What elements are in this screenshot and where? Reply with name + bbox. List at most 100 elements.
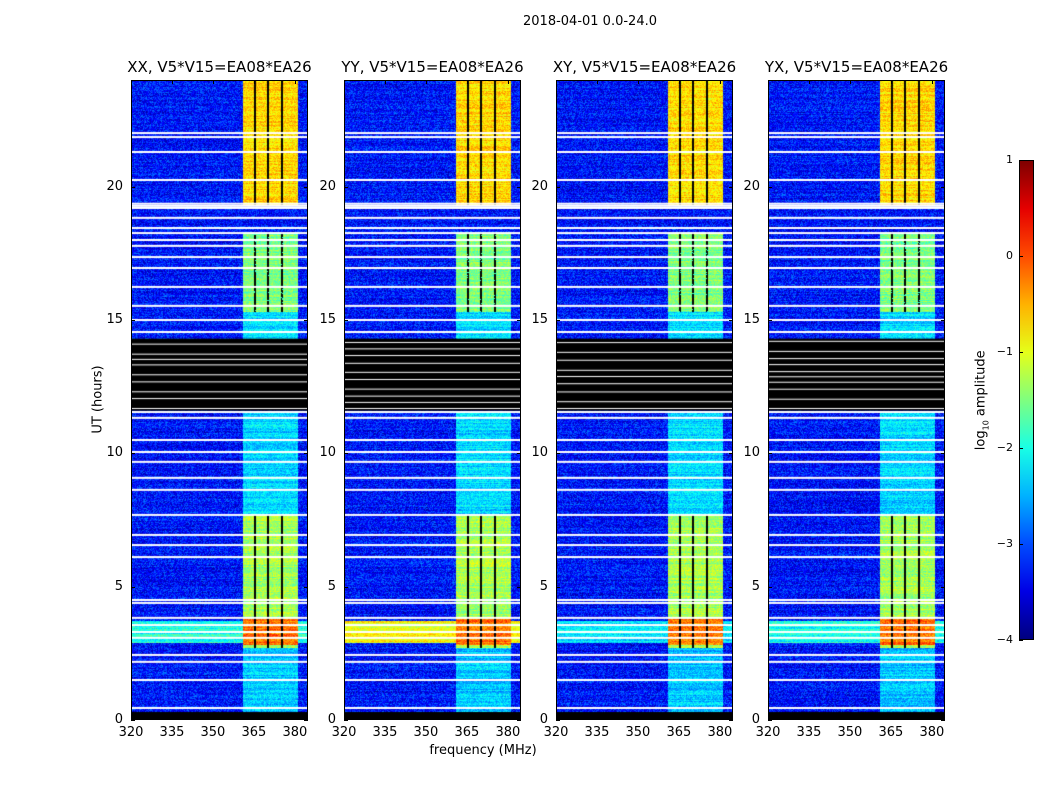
x-tick-mark — [507, 80, 509, 84]
heatmap — [344, 80, 521, 720]
x-tick-mark — [637, 716, 639, 720]
x-tick-label: 365 — [666, 725, 692, 740]
colorbar — [1019, 160, 1034, 640]
x-tick-label: 320 — [543, 725, 569, 740]
y-tick-mark — [729, 320, 733, 321]
y-tick-label: 10 — [531, 445, 548, 461]
y-axis-label: UT (hours) — [90, 365, 106, 434]
y-tick-mark — [517, 320, 521, 321]
y-tick-mark — [556, 186, 560, 188]
y-tick-mark — [344, 453, 348, 455]
panel-title: YY, V5*V15=EA08*EA26 — [341, 58, 524, 76]
y-tick-label: 15 — [106, 312, 123, 327]
y-tick-label: 5 — [751, 578, 760, 594]
colorbar-tick-label: 0 — [1006, 249, 1013, 262]
y-tick-label: 15 — [319, 312, 336, 327]
x-tick-mark — [212, 716, 214, 720]
x-tick-mark — [596, 80, 598, 84]
x-tick-label: 380 — [707, 725, 733, 740]
y-tick-mark — [941, 453, 945, 455]
axes-frame — [768, 80, 945, 720]
x-tick-label: 320 — [118, 725, 144, 740]
x-tick-label: 380 — [495, 725, 521, 740]
colorbar-tick-mark — [1019, 544, 1023, 545]
y-tick-label: 0 — [114, 712, 123, 727]
heatmap — [556, 80, 733, 720]
x-tick-mark — [384, 716, 386, 720]
x-tick-mark — [344, 716, 345, 720]
x-tick-mark — [253, 80, 255, 84]
heatmap — [131, 80, 308, 720]
y-tick-mark — [344, 586, 348, 588]
x-tick-mark — [768, 716, 769, 720]
x-tick-label: 365 — [454, 725, 480, 740]
colorbar-tick-mark — [1019, 256, 1023, 257]
y-tick-mark — [556, 720, 560, 721]
y-tick-mark — [729, 186, 733, 188]
y-tick-mark — [131, 320, 135, 321]
x-tick-label: 350 — [625, 725, 651, 740]
x-tick-mark — [425, 80, 427, 84]
y-tick-mark — [941, 720, 945, 721]
x-tick-label: 335 — [796, 725, 822, 740]
x-tick-label: 320 — [331, 725, 357, 740]
x-tick-label: 335 — [584, 725, 610, 740]
x-tick-mark — [890, 80, 892, 84]
x-tick-mark — [808, 716, 810, 720]
x-tick-label: 350 — [837, 725, 863, 740]
y-tick-label: 10 — [106, 445, 123, 461]
y-tick-mark — [344, 186, 348, 188]
x-axis-label: frequency (MHz) — [429, 743, 537, 758]
y-tick-mark — [304, 320, 308, 321]
y-tick-mark — [344, 720, 348, 721]
colorbar-tick-label: −2 — [996, 441, 1013, 454]
axes-frame — [556, 80, 733, 720]
x-tick-mark — [171, 80, 173, 84]
y-tick-label: 5 — [539, 578, 548, 594]
y-tick-label: 20 — [743, 178, 760, 194]
y-tick-label: 20 — [531, 178, 548, 194]
heatmap — [768, 80, 945, 720]
x-tick-mark — [466, 80, 468, 84]
y-tick-label: 5 — [114, 578, 123, 594]
y-tick-mark — [768, 453, 772, 455]
y-tick-mark — [941, 186, 945, 188]
y-tick-label: 15 — [531, 312, 548, 327]
y-tick-mark — [517, 720, 521, 721]
x-tick-mark — [678, 80, 680, 84]
x-tick-mark — [808, 80, 810, 84]
panel-title: XY, V5*V15=EA08*EA26 — [552, 58, 737, 76]
x-tick-label: 380 — [919, 725, 945, 740]
x-tick-label: 335 — [159, 725, 185, 740]
x-tick-label: 350 — [200, 725, 226, 740]
colorbar-tick-label: −1 — [996, 345, 1013, 358]
y-tick-mark — [131, 586, 135, 588]
x-tick-mark — [294, 80, 296, 84]
y-tick-mark — [517, 453, 521, 455]
y-tick-mark — [304, 186, 308, 188]
panel-title: XX, V5*V15=EA08*EA26 — [127, 58, 312, 76]
y-tick-label: 10 — [743, 445, 760, 461]
y-tick-mark — [131, 720, 135, 721]
y-tick-mark — [729, 586, 733, 588]
x-tick-mark — [596, 716, 598, 720]
y-tick-mark — [517, 586, 521, 588]
y-tick-label: 20 — [106, 178, 123, 194]
x-tick-label: 350 — [413, 725, 439, 740]
y-tick-mark — [304, 586, 308, 588]
x-tick-label: 380 — [282, 725, 308, 740]
panel-yx: YX, V5*V15=EA08*EA26 0 5 10 15 20 320 335 350 365… — [743, 58, 948, 740]
x-tick-mark — [294, 716, 296, 720]
y-tick-mark — [304, 453, 308, 455]
panel-title: YX, V5*V15=EA08*EA26 — [764, 58, 949, 76]
y-tick-mark — [941, 320, 945, 321]
y-tick-mark — [768, 186, 772, 188]
x-tick-mark — [344, 80, 345, 84]
x-tick-label: 365 — [878, 725, 904, 740]
panel-xx: XX, V5*V15=EA08*EA26 0 5 10 15 20 320 335 350 365… — [106, 58, 311, 740]
x-tick-mark — [425, 716, 427, 720]
y-tick-mark — [556, 453, 560, 455]
x-tick-mark — [768, 80, 769, 84]
y-tick-mark — [556, 320, 560, 321]
